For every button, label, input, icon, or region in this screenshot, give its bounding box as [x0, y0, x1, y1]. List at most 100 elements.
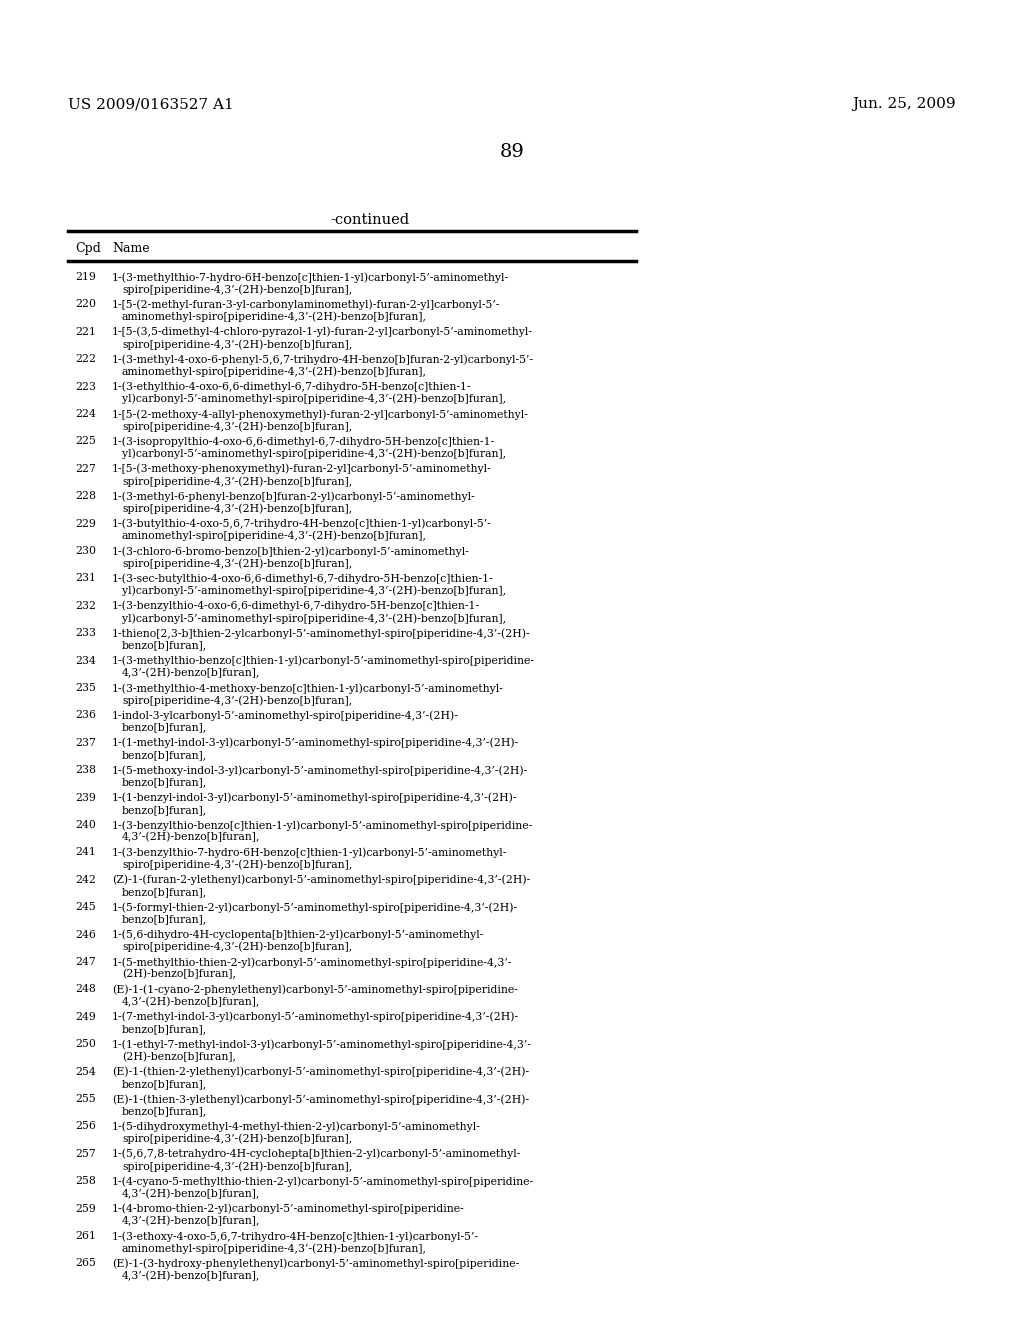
- Text: spiro[piperidine-4,3’-(2H)-benzo[b]furan],: spiro[piperidine-4,3’-(2H)-benzo[b]furan…: [122, 284, 352, 294]
- Text: 227: 227: [75, 463, 96, 474]
- Text: spiro[piperidine-4,3’-(2H)-benzo[b]furan],: spiro[piperidine-4,3’-(2H)-benzo[b]furan…: [122, 339, 352, 350]
- Text: spiro[piperidine-4,3’-(2H)-benzo[b]furan],: spiro[piperidine-4,3’-(2H)-benzo[b]furan…: [122, 859, 352, 870]
- Text: 259: 259: [75, 1204, 96, 1213]
- Text: (E)-1-(1-cyano-2-phenylethenyl)carbonyl-5’-aminomethyl-spiro[piperidine-: (E)-1-(1-cyano-2-phenylethenyl)carbonyl-…: [112, 985, 518, 995]
- Text: aminomethyl-spiro[piperidine-4,3’-(2H)-benzo[b]furan],: aminomethyl-spiro[piperidine-4,3’-(2H)-b…: [122, 1243, 427, 1254]
- Text: -continued: -continued: [331, 213, 410, 227]
- Text: 249: 249: [75, 1012, 96, 1022]
- Text: 1-(3-ethoxy-4-oxo-5,6,7-trihydro-4H-benzo[c]thien-1-yl)carbonyl-5’-: 1-(3-ethoxy-4-oxo-5,6,7-trihydro-4H-benz…: [112, 1232, 479, 1242]
- Text: 235: 235: [75, 682, 96, 693]
- Text: spiro[piperidine-4,3’-(2H)-benzo[b]furan],: spiro[piperidine-4,3’-(2H)-benzo[b]furan…: [122, 1162, 352, 1172]
- Text: spiro[piperidine-4,3’-(2H)-benzo[b]furan],: spiro[piperidine-4,3’-(2H)-benzo[b]furan…: [122, 421, 352, 432]
- Text: spiro[piperidine-4,3’-(2H)-benzo[b]furan],: spiro[piperidine-4,3’-(2H)-benzo[b]furan…: [122, 1134, 352, 1144]
- Text: 1-(3-methyl-6-phenyl-benzo[b]furan-2-yl)carbonyl-5’-aminomethyl-: 1-(3-methyl-6-phenyl-benzo[b]furan-2-yl)…: [112, 491, 476, 502]
- Text: 1-(3-benzylthio-7-hydro-6H-benzo[c]thien-1-yl)carbonyl-5’-aminomethyl-: 1-(3-benzylthio-7-hydro-6H-benzo[c]thien…: [112, 847, 507, 858]
- Text: 1-(3-benzylthio-benzo[c]thien-1-yl)carbonyl-5’-aminomethyl-spiro[piperidine-: 1-(3-benzylthio-benzo[c]thien-1-yl)carbo…: [112, 820, 534, 830]
- Text: 248: 248: [75, 985, 96, 994]
- Text: benzo[b]furan],: benzo[b]furan],: [122, 915, 207, 924]
- Text: 222: 222: [75, 354, 96, 364]
- Text: benzo[b]furan],: benzo[b]furan],: [122, 640, 207, 651]
- Text: 261: 261: [75, 1232, 96, 1241]
- Text: 236: 236: [75, 710, 96, 721]
- Text: 1-(5-methoxy-indol-3-yl)carbonyl-5’-aminomethyl-spiro[piperidine-4,3’-(2H)-: 1-(5-methoxy-indol-3-yl)carbonyl-5’-amin…: [112, 766, 528, 776]
- Text: 219: 219: [75, 272, 96, 282]
- Text: yl)carbonyl-5’-aminomethyl-spiro[piperidine-4,3’-(2H)-benzo[b]furan],: yl)carbonyl-5’-aminomethyl-spiro[piperid…: [122, 586, 506, 597]
- Text: 1-(1-methyl-indol-3-yl)carbonyl-5’-aminomethyl-spiro[piperidine-4,3’-(2H)-: 1-(1-methyl-indol-3-yl)carbonyl-5’-amino…: [112, 738, 519, 748]
- Text: 233: 233: [75, 628, 96, 638]
- Text: Cpd: Cpd: [75, 242, 101, 255]
- Text: 240: 240: [75, 820, 96, 830]
- Text: 1-(1-benzyl-indol-3-yl)carbonyl-5’-aminomethyl-spiro[piperidine-4,3’-(2H)-: 1-(1-benzyl-indol-3-yl)carbonyl-5’-amino…: [112, 792, 517, 803]
- Text: 258: 258: [75, 1176, 96, 1187]
- Text: spiro[piperidine-4,3’-(2H)-benzo[b]furan],: spiro[piperidine-4,3’-(2H)-benzo[b]furan…: [122, 503, 352, 513]
- Text: 250: 250: [75, 1039, 96, 1049]
- Text: 1-(3-methylthio-4-methoxy-benzo[c]thien-1-yl)carbonyl-5’-aminomethyl-: 1-(3-methylthio-4-methoxy-benzo[c]thien-…: [112, 682, 504, 693]
- Text: yl)carbonyl-5’-aminomethyl-spiro[piperidine-4,3’-(2H)-benzo[b]furan],: yl)carbonyl-5’-aminomethyl-spiro[piperid…: [122, 612, 506, 623]
- Text: 1-(3-methylthio-benzo[c]thien-1-yl)carbonyl-5’-aminomethyl-spiro[piperidine-: 1-(3-methylthio-benzo[c]thien-1-yl)carbo…: [112, 656, 535, 667]
- Text: (E)-1-(3-hydroxy-phenylethenyl)carbonyl-5’-aminomethyl-spiro[piperidine-: (E)-1-(3-hydroxy-phenylethenyl)carbonyl-…: [112, 1258, 519, 1269]
- Text: 4,3’-(2H)-benzo[b]furan],: 4,3’-(2H)-benzo[b]furan],: [122, 1188, 260, 1199]
- Text: Jun. 25, 2009: Jun. 25, 2009: [852, 96, 956, 111]
- Text: aminomethyl-spiro[piperidine-4,3’-(2H)-benzo[b]furan],: aminomethyl-spiro[piperidine-4,3’-(2H)-b…: [122, 531, 427, 541]
- Text: 230: 230: [75, 546, 96, 556]
- Text: 231: 231: [75, 573, 96, 583]
- Text: (2H)-benzo[b]furan],: (2H)-benzo[b]furan],: [122, 1052, 236, 1061]
- Text: 1-[5-(3-methoxy-phenoxymethyl)-furan-2-yl]carbonyl-5’-aminomethyl-: 1-[5-(3-methoxy-phenoxymethyl)-furan-2-y…: [112, 463, 492, 474]
- Text: 4,3’-(2H)-benzo[b]furan],: 4,3’-(2H)-benzo[b]furan],: [122, 1216, 260, 1226]
- Text: 4,3’-(2H)-benzo[b]furan],: 4,3’-(2H)-benzo[b]furan],: [122, 1271, 260, 1280]
- Text: benzo[b]furan],: benzo[b]furan],: [122, 805, 207, 814]
- Text: 1-(3-methylthio-7-hydro-6H-benzo[c]thien-1-yl)carbonyl-5’-aminomethyl-: 1-(3-methylthio-7-hydro-6H-benzo[c]thien…: [112, 272, 509, 282]
- Text: 223: 223: [75, 381, 96, 392]
- Text: benzo[b]furan],: benzo[b]furan],: [122, 750, 207, 760]
- Text: benzo[b]furan],: benzo[b]furan],: [122, 1024, 207, 1034]
- Text: 1-(3-chloro-6-bromo-benzo[b]thien-2-yl)carbonyl-5’-aminomethyl-: 1-(3-chloro-6-bromo-benzo[b]thien-2-yl)c…: [112, 546, 470, 557]
- Text: 1-(7-methyl-indol-3-yl)carbonyl-5’-aminomethyl-spiro[piperidine-4,3’-(2H)-: 1-(7-methyl-indol-3-yl)carbonyl-5’-amino…: [112, 1012, 519, 1023]
- Text: 1-(3-benzylthio-4-oxo-6,6-dimethyl-6,7-dihydro-5H-benzo[c]thien-1-: 1-(3-benzylthio-4-oxo-6,6-dimethyl-6,7-d…: [112, 601, 480, 611]
- Text: 224: 224: [75, 409, 96, 418]
- Text: 254: 254: [75, 1067, 96, 1077]
- Text: benzo[b]furan],: benzo[b]furan],: [122, 722, 207, 733]
- Text: 225: 225: [75, 437, 96, 446]
- Text: 229: 229: [75, 519, 96, 528]
- Text: (2H)-benzo[b]furan],: (2H)-benzo[b]furan],: [122, 969, 236, 979]
- Text: benzo[b]furan],: benzo[b]furan],: [122, 1106, 207, 1117]
- Text: 1-(3-sec-butylthio-4-oxo-6,6-dimethyl-6,7-dihydro-5H-benzo[c]thien-1-: 1-(3-sec-butylthio-4-oxo-6,6-dimethyl-6,…: [112, 573, 494, 583]
- Text: 4,3’-(2H)-benzo[b]furan],: 4,3’-(2H)-benzo[b]furan],: [122, 997, 260, 1007]
- Text: 237: 237: [75, 738, 96, 748]
- Text: aminomethyl-spiro[piperidine-4,3’-(2H)-benzo[b]furan],: aminomethyl-spiro[piperidine-4,3’-(2H)-b…: [122, 367, 427, 378]
- Text: (Z)-1-(furan-2-ylethenyl)carbonyl-5’-aminomethyl-spiro[piperidine-4,3’-(2H)-: (Z)-1-(furan-2-ylethenyl)carbonyl-5’-ami…: [112, 875, 530, 886]
- Text: 1-(1-ethyl-7-methyl-indol-3-yl)carbonyl-5’-aminomethyl-spiro[piperidine-4,3’-: 1-(1-ethyl-7-methyl-indol-3-yl)carbonyl-…: [112, 1039, 531, 1049]
- Text: 241: 241: [75, 847, 96, 858]
- Text: 1-(5-methylthio-thien-2-yl)carbonyl-5’-aminomethyl-spiro[piperidine-4,3’-: 1-(5-methylthio-thien-2-yl)carbonyl-5’-a…: [112, 957, 512, 968]
- Text: 265: 265: [75, 1258, 96, 1269]
- Text: 247: 247: [75, 957, 96, 968]
- Text: 220: 220: [75, 300, 96, 309]
- Text: 245: 245: [75, 902, 96, 912]
- Text: 1-(5,6-dihydro-4H-cyclopenta[b]thien-2-yl)carbonyl-5’-aminomethyl-: 1-(5,6-dihydro-4H-cyclopenta[b]thien-2-y…: [112, 929, 484, 940]
- Text: Name: Name: [112, 242, 150, 255]
- Text: 239: 239: [75, 792, 96, 803]
- Text: 1-(3-butylthio-4-oxo-5,6,7-trihydro-4H-benzo[c]thien-1-yl)carbonyl-5’-: 1-(3-butylthio-4-oxo-5,6,7-trihydro-4H-b…: [112, 519, 492, 529]
- Text: 234: 234: [75, 656, 96, 665]
- Text: 242: 242: [75, 875, 96, 884]
- Text: 1-(5,6,7,8-tetrahydro-4H-cyclohepta[b]thien-2-yl)carbonyl-5’-aminomethyl-: 1-(5,6,7,8-tetrahydro-4H-cyclohepta[b]th…: [112, 1148, 521, 1159]
- Text: spiro[piperidine-4,3’-(2H)-benzo[b]furan],: spiro[piperidine-4,3’-(2H)-benzo[b]furan…: [122, 696, 352, 706]
- Text: benzo[b]furan],: benzo[b]furan],: [122, 887, 207, 898]
- Text: 89: 89: [500, 143, 524, 161]
- Text: 1-(3-isopropylthio-4-oxo-6,6-dimethyl-6,7-dihydro-5H-benzo[c]thien-1-: 1-(3-isopropylthio-4-oxo-6,6-dimethyl-6,…: [112, 437, 496, 447]
- Text: 221: 221: [75, 327, 96, 337]
- Text: 1-indol-3-ylcarbonyl-5’-aminomethyl-spiro[piperidine-4,3’-(2H)-: 1-indol-3-ylcarbonyl-5’-aminomethyl-spir…: [112, 710, 459, 721]
- Text: spiro[piperidine-4,3’-(2H)-benzo[b]furan],: spiro[piperidine-4,3’-(2H)-benzo[b]furan…: [122, 558, 352, 569]
- Text: 1-(5-formyl-thien-2-yl)carbonyl-5’-aminomethyl-spiro[piperidine-4,3’-(2H)-: 1-(5-formyl-thien-2-yl)carbonyl-5’-amino…: [112, 902, 518, 912]
- Text: benzo[b]furan],: benzo[b]furan],: [122, 777, 207, 788]
- Text: 4,3’-(2H)-benzo[b]furan],: 4,3’-(2H)-benzo[b]furan],: [122, 668, 260, 678]
- Text: 1-(3-ethylthio-4-oxo-6,6-dimethyl-6,7-dihydro-5H-benzo[c]thien-1-: 1-(3-ethylthio-4-oxo-6,6-dimethyl-6,7-di…: [112, 381, 472, 392]
- Text: 232: 232: [75, 601, 96, 611]
- Text: aminomethyl-spiro[piperidine-4,3’-(2H)-benzo[b]furan],: aminomethyl-spiro[piperidine-4,3’-(2H)-b…: [122, 312, 427, 322]
- Text: 257: 257: [75, 1148, 96, 1159]
- Text: (E)-1-(thien-2-ylethenyl)carbonyl-5’-aminomethyl-spiro[piperidine-4,3’-(2H)-: (E)-1-(thien-2-ylethenyl)carbonyl-5’-ami…: [112, 1067, 529, 1077]
- Text: 4,3’-(2H)-benzo[b]furan],: 4,3’-(2H)-benzo[b]furan],: [122, 832, 260, 842]
- Text: yl)carbonyl-5’-aminomethyl-spiro[piperidine-4,3’-(2H)-benzo[b]furan],: yl)carbonyl-5’-aminomethyl-spiro[piperid…: [122, 393, 506, 404]
- Text: 238: 238: [75, 766, 96, 775]
- Text: spiro[piperidine-4,3’-(2H)-benzo[b]furan],: spiro[piperidine-4,3’-(2H)-benzo[b]furan…: [122, 477, 352, 487]
